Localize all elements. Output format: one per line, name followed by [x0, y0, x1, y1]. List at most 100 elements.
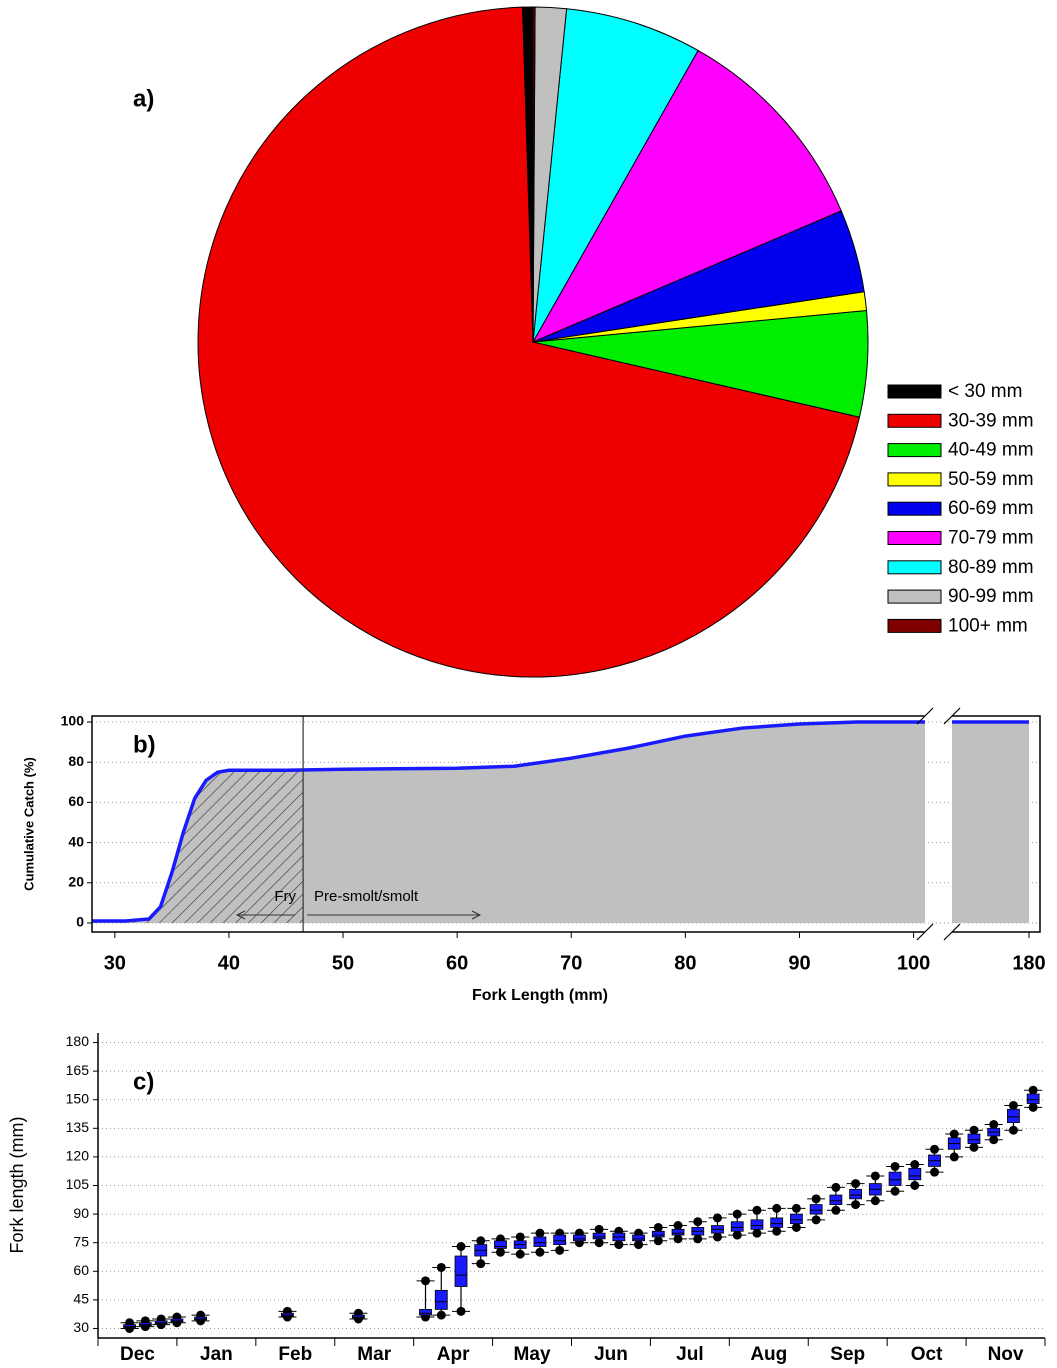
y-tick-label: 90: [73, 1205, 89, 1221]
outlier-dot: [535, 1228, 545, 1238]
arrow: [307, 910, 482, 920]
x-tick-label: Sep: [830, 1344, 865, 1365]
outlier-dot: [791, 1203, 801, 1213]
annotation: Fry: [274, 888, 296, 905]
legend-swatch: [887, 413, 942, 428]
outlier-dot: [910, 1181, 920, 1190]
y-axis-label: Cumulative Catch (%): [21, 757, 36, 891]
y-tick-label: 75: [73, 1233, 89, 1249]
box: [434, 1289, 448, 1310]
y-tick-label: 0: [76, 914, 84, 930]
outlier-dot: [712, 1232, 722, 1242]
y-tick-label: 135: [66, 1119, 90, 1135]
outlier-dot: [495, 1247, 505, 1257]
outlier-dot: [752, 1205, 762, 1215]
panel-label: c): [133, 1068, 154, 1095]
outlier-dot: [811, 1215, 821, 1225]
area-fill: [952, 722, 1029, 923]
x-axis-label: Fork Length (mm): [472, 987, 608, 1004]
outlier-dot: [949, 1129, 959, 1139]
legend-swatch: [887, 501, 942, 516]
outlier-dot: [791, 1222, 801, 1232]
panel-label: b): [133, 731, 156, 758]
y-tick-label: 120: [66, 1148, 90, 1164]
box: [908, 1167, 922, 1181]
outlier-dot: [772, 1226, 782, 1236]
box: [829, 1194, 843, 1205]
outlier-dot: [594, 1224, 604, 1234]
outlier-dot: [614, 1240, 624, 1250]
outlier-dot: [515, 1249, 525, 1259]
y-tick-label: 40: [68, 833, 84, 849]
box: [651, 1230, 665, 1238]
outlier-dot: [476, 1259, 486, 1269]
box: [419, 1309, 432, 1316]
outlier-dot: [870, 1196, 880, 1206]
x-tick-label: 80: [674, 952, 696, 974]
box: [730, 1221, 744, 1232]
box: [632, 1234, 645, 1242]
x-tick-label: Dec: [120, 1344, 155, 1365]
x-tick-label: Jan: [200, 1344, 233, 1365]
box: [1026, 1093, 1040, 1104]
legend-label: 40-49 mm: [948, 440, 1034, 461]
box: [770, 1217, 784, 1228]
outlier-dot: [693, 1234, 703, 1244]
axis-break: [916, 707, 934, 725]
outlier-dot: [476, 1236, 486, 1246]
y-tick-label: 45: [73, 1291, 89, 1307]
legend-swatch: [887, 618, 942, 633]
x-tick-label: Jul: [676, 1344, 703, 1365]
outlier-dot: [989, 1120, 999, 1129]
outlier-dot: [673, 1234, 683, 1244]
y-axis-label: Fork length (mm): [7, 1116, 27, 1253]
outlier-dot: [653, 1236, 663, 1246]
outlier-dot: [831, 1205, 841, 1215]
outlier-dot: [712, 1213, 722, 1223]
outlier-dot: [732, 1209, 742, 1219]
y-tick-label: 30: [73, 1319, 89, 1335]
legend-label: 100+ mm: [948, 615, 1028, 636]
axis-break: [943, 923, 961, 941]
box: [454, 1255, 468, 1287]
annotation: Pre-smolt/smolt: [314, 888, 419, 905]
box: [494, 1240, 507, 1249]
frame: [952, 715, 1041, 933]
box: [592, 1232, 606, 1240]
x-tick-label: May: [514, 1344, 551, 1365]
x-tick-label: Mar: [357, 1344, 391, 1365]
outlier-dot: [851, 1179, 861, 1189]
outlier-dot: [969, 1142, 979, 1152]
outlier-dot: [1028, 1085, 1038, 1095]
curve: [92, 720, 925, 923]
x-tick-label: Feb: [278, 1344, 312, 1365]
outlier-dot: [831, 1182, 841, 1192]
y-tick-label: 100: [61, 713, 85, 729]
panel-label: a): [133, 85, 154, 112]
outlier-dot: [870, 1171, 880, 1181]
outlier-dot: [969, 1125, 979, 1135]
legend-swatch: [887, 560, 942, 575]
pie-slice: [531, 49, 842, 344]
x-tick-label: Jun: [594, 1344, 628, 1365]
legend-label: < 30 mm: [948, 381, 1022, 402]
outlier-dot: [811, 1194, 821, 1204]
box: [572, 1234, 586, 1242]
legend-swatch: [887, 443, 942, 458]
outlier-dot: [535, 1247, 545, 1257]
y-tick-label: 60: [68, 793, 84, 809]
outlier-dot: [634, 1240, 644, 1250]
outlier-dot: [436, 1310, 446, 1320]
outlier-dot: [772, 1203, 782, 1213]
x-tick-label: Oct: [911, 1344, 943, 1365]
outlier-dot: [436, 1262, 446, 1272]
y-tick-label: 180: [66, 1033, 90, 1049]
arrow: [235, 910, 296, 920]
outlier-dot: [910, 1160, 920, 1170]
axis-break: [943, 707, 961, 725]
box: [809, 1204, 823, 1215]
outlier-dot: [1008, 1125, 1018, 1135]
outlier-dot: [515, 1232, 525, 1242]
box: [888, 1171, 902, 1186]
outlier-dot: [594, 1238, 604, 1248]
